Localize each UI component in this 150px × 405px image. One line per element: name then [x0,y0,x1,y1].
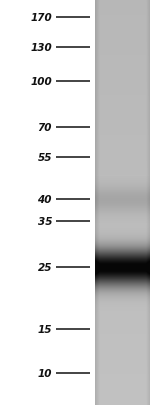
Text: 35: 35 [38,216,52,226]
Text: 25: 25 [38,262,52,272]
Text: 40: 40 [38,194,52,205]
Text: 15: 15 [38,324,52,334]
Text: 130: 130 [30,43,52,53]
Text: 70: 70 [38,123,52,133]
Text: 100: 100 [30,77,52,87]
Text: 10: 10 [38,368,52,378]
Text: 55: 55 [38,153,52,162]
Text: 170: 170 [30,13,52,23]
